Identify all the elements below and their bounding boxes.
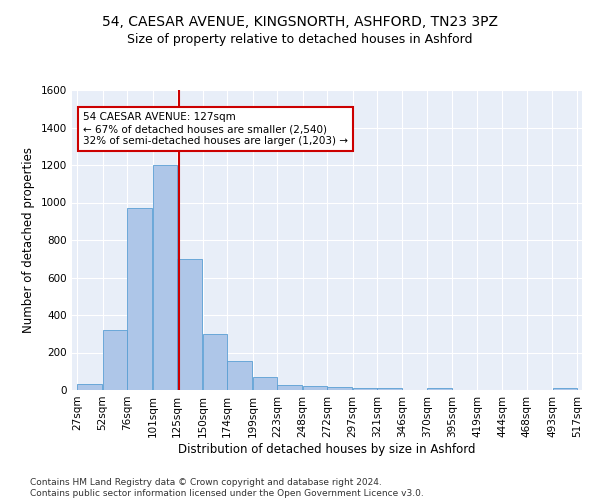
Bar [327, 387, 352, 390]
Bar [203, 334, 227, 390]
Bar [227, 361, 252, 390]
Bar [77, 384, 103, 390]
Bar [178, 259, 202, 390]
X-axis label: Distribution of detached houses by size in Ashford: Distribution of detached houses by size … [178, 442, 476, 456]
Bar [427, 388, 452, 390]
Bar [353, 388, 377, 390]
Bar [303, 386, 327, 390]
Bar [553, 388, 577, 390]
Text: 54, CAESAR AVENUE, KINGSNORTH, ASHFORD, TN23 3PZ: 54, CAESAR AVENUE, KINGSNORTH, ASHFORD, … [102, 15, 498, 29]
Bar [153, 165, 177, 390]
Bar [127, 208, 152, 390]
Text: 54 CAESAR AVENUE: 127sqm
← 67% of detached houses are smaller (2,540)
32% of sem: 54 CAESAR AVENUE: 127sqm ← 67% of detach… [83, 112, 348, 146]
Text: Contains HM Land Registry data © Crown copyright and database right 2024.
Contai: Contains HM Land Registry data © Crown c… [30, 478, 424, 498]
Bar [377, 388, 402, 390]
Bar [103, 330, 127, 390]
Text: Size of property relative to detached houses in Ashford: Size of property relative to detached ho… [127, 32, 473, 46]
Y-axis label: Number of detached properties: Number of detached properties [22, 147, 35, 333]
Bar [253, 377, 277, 390]
Bar [277, 386, 302, 390]
